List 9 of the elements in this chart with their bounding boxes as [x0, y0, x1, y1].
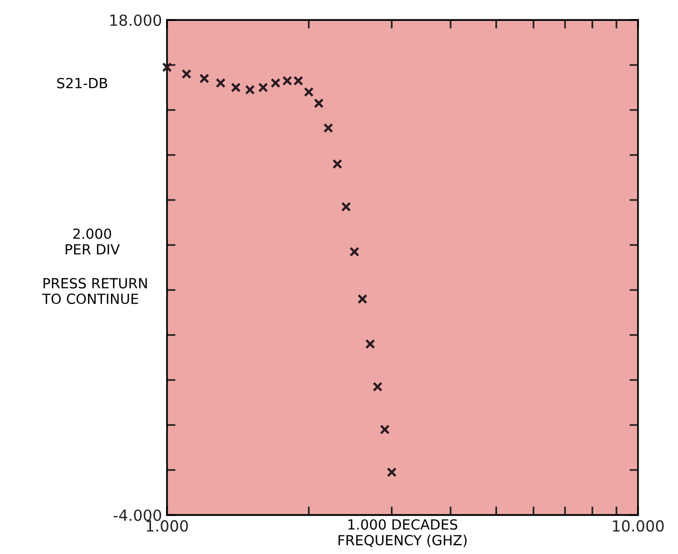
- y-tick-label: -4.000: [114, 509, 162, 522]
- y-tick-label: 18.000: [110, 14, 162, 26]
- text: 1.000 DECADES: [348, 519, 458, 530]
- x-tick-label: 10.000: [612, 520, 664, 532]
- x-axis-title: FREQUENCY (GHZ): [338, 534, 467, 548]
- y-axis-title: S21-DB: [57, 78, 108, 88]
- text: PRESS RETURN TO CONTINUE: [42, 278, 147, 304]
- x-tick-label: 1.000: [146, 520, 188, 532]
- text: 2.000 PER DIV: [66, 228, 120, 254]
